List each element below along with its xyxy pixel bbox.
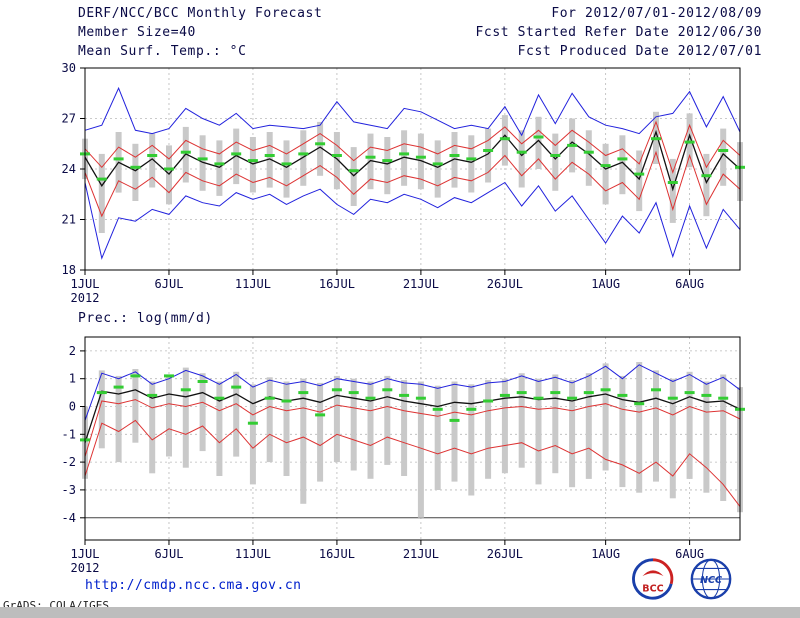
- svg-text:11JUL: 11JUL: [235, 547, 271, 561]
- fcst-started-date: Fcst Started Refer Date 2012/06/30: [475, 25, 762, 40]
- svg-text:26JUL: 26JUL: [487, 277, 523, 291]
- plot-title: DERF/NCC/BCC Monthly Forecast: [78, 6, 323, 21]
- svg-text:2: 2: [69, 344, 76, 358]
- member-size: Member Size=40: [78, 25, 196, 40]
- svg-text:-1: -1: [62, 427, 76, 441]
- svg-text:1: 1: [69, 372, 76, 386]
- bottom-window-strip: [0, 607, 800, 618]
- svg-text:6JUL: 6JUL: [155, 547, 184, 561]
- svg-text:1JUL: 1JUL: [71, 277, 100, 291]
- agency-logos: BCC NCC: [630, 556, 734, 602]
- ncc-logo: NCC: [690, 558, 732, 600]
- svg-text:2012: 2012: [71, 291, 100, 305]
- svg-text:6AUG: 6AUG: [675, 547, 704, 561]
- svg-text:30: 30: [62, 61, 76, 75]
- ncc-logo-text: NCC: [700, 575, 722, 586]
- svg-text:16JUL: 16JUL: [319, 277, 355, 291]
- bcc-logo: BCC: [632, 558, 674, 600]
- svg-text:2012: 2012: [71, 561, 100, 575]
- bcc-logo-text: BCC: [642, 583, 663, 594]
- precip-chart-label: Prec.: log(mm/d): [78, 311, 213, 326]
- svg-text:24: 24: [62, 162, 76, 176]
- svg-text:-4: -4: [62, 511, 76, 525]
- svg-text:27: 27: [62, 112, 76, 126]
- svg-text:21JUL: 21JUL: [403, 277, 439, 291]
- svg-text:-2: -2: [62, 455, 76, 469]
- svg-text:21: 21: [62, 213, 76, 227]
- fcst-produced-date: Fcst Produced Date 2012/07/01: [517, 44, 762, 59]
- forecast-range: For 2012/07/01-2012/08/09: [551, 6, 762, 21]
- svg-text:0: 0: [69, 400, 76, 414]
- svg-text:11JUL: 11JUL: [235, 277, 271, 291]
- svg-text:1AUG: 1AUG: [591, 277, 620, 291]
- svg-text:26JUL: 26JUL: [487, 547, 523, 561]
- svg-text:1AUG: 1AUG: [591, 547, 620, 561]
- svg-text:6AUG: 6AUG: [675, 277, 704, 291]
- svg-text:18: 18: [62, 263, 76, 277]
- svg-text:21JUL: 21JUL: [403, 547, 439, 561]
- svg-text:16JUL: 16JUL: [319, 547, 355, 561]
- temp-chart-label: Mean Surf. Temp.: °C: [78, 44, 247, 59]
- source-url[interactable]: http://cmdp.ncc.cma.gov.cn: [85, 578, 302, 593]
- svg-text:1JUL: 1JUL: [71, 547, 100, 561]
- temperature-chart: 18 21 24 27 30 1JUL 6JUL 11JUL 16JUL 21JUL 26JUL 1A…: [62, 61, 745, 305]
- svg-text:-3: -3: [62, 483, 76, 497]
- svg-text:6JUL: 6JUL: [155, 277, 184, 291]
